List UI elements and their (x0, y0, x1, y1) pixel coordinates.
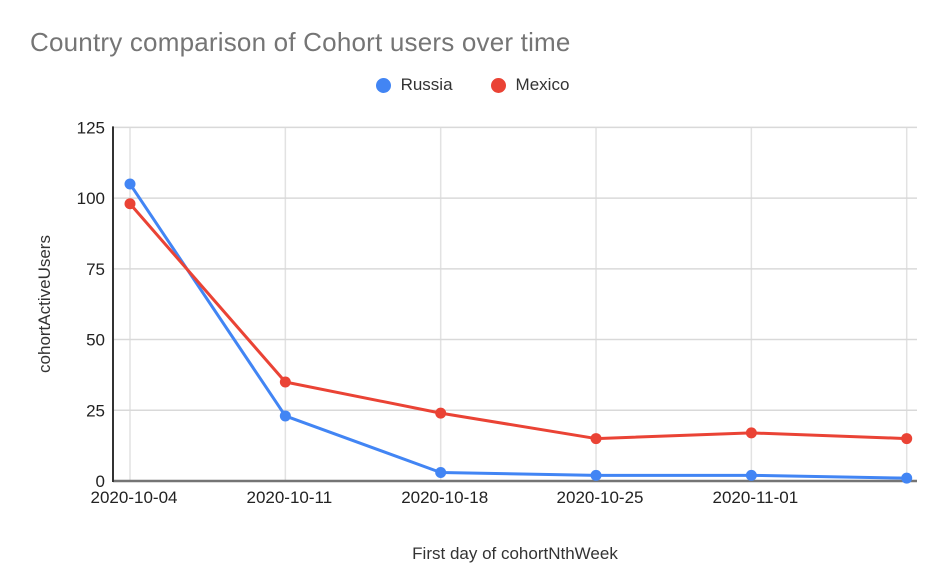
x-tick-label: 2020-11-01 (713, 488, 799, 507)
data-point-mexico-0[interactable] (124, 198, 136, 210)
y-tick-label: 25 (86, 401, 105, 420)
data-point-russia-1[interactable] (279, 410, 291, 422)
legend-item-russia[interactable]: Russia (375, 75, 453, 95)
chart-title: Country comparison of Cohort users over … (30, 27, 571, 57)
y-tick-label: 100 (77, 189, 105, 208)
x-tick-label: 2020-10-04 (91, 488, 178, 507)
data-point-mexico-1[interactable] (279, 376, 291, 388)
legend-dot-russia-icon (375, 77, 391, 93)
data-point-russia-5[interactable] (901, 472, 913, 484)
x-tick-label: 2020-10-11 (246, 488, 332, 507)
y-tick-label: 75 (86, 260, 105, 279)
data-point-mexico-5[interactable] (901, 433, 913, 445)
series-line-mexico (128, 202, 909, 441)
data-point-mexico-2[interactable] (435, 407, 447, 419)
data-point-russia-3[interactable] (590, 469, 602, 481)
legend-label-mexico: Mexico (515, 75, 570, 94)
data-point-russia-4[interactable] (745, 469, 757, 481)
data-point-russia-0[interactable] (124, 178, 136, 190)
data-point-mexico-4[interactable] (745, 427, 757, 439)
legend-dot-mexico-icon (490, 77, 506, 93)
legend-item-mexico[interactable]: Mexico (490, 75, 570, 95)
x-tick-label: 2020-10-25 (557, 488, 644, 507)
data-point-russia-2[interactable] (435, 467, 447, 479)
legend: Russia Mexico (0, 75, 945, 95)
x-axis-title: First day of cohortNthWeek (412, 544, 618, 563)
y-tick-label: 50 (86, 331, 105, 350)
legend-label-russia: Russia (400, 75, 453, 94)
series-line-russia (128, 182, 909, 480)
y-tick-label: 0 (96, 472, 105, 491)
y-tick-label: 125 (77, 118, 105, 137)
data-point-mexico-3[interactable] (590, 433, 602, 445)
x-tick-label: 2020-10-18 (401, 488, 488, 507)
